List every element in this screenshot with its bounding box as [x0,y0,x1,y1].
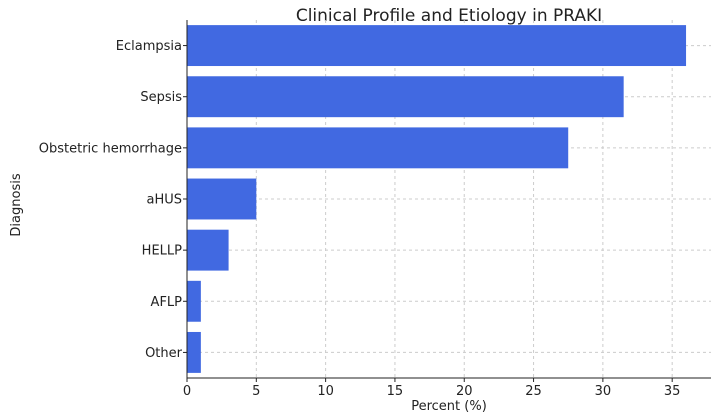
x-tick-label: 10 [317,384,334,399]
y-tick-label: Eclampsia [116,39,182,54]
x-tick-label: 25 [525,384,542,399]
tick-labels: 0 5 10 15 20 25 30 35 Eclampsia Sepsis Obstetric h… [39,39,681,399]
x-tick-label: 15 [387,384,404,399]
y-tick-label: HELLP [142,244,182,259]
x-tick-label: 0 [183,384,191,399]
bar-other [187,331,201,373]
y-tick-label: Sepsis [140,90,182,105]
y-axis-label: Diagnosis [9,173,24,236]
x-axis-label: Percent (%) [411,399,487,414]
bars [187,25,687,373]
bar-obstetric-hemorrhage [187,127,569,169]
bar-ahus [187,178,257,220]
y-tick-label: Obstetric hemorrhage [39,141,182,156]
x-tick-label: 5 [252,384,260,399]
chart-title: Clinical Profile and Etiology in PRAKI [296,6,602,26]
y-tick-label: AFLP [151,295,183,310]
y-tick-label: aHUS [146,193,182,208]
bar-sepsis [187,76,624,118]
bar-eclampsia [187,25,687,67]
y-tick-label: Other [145,346,183,361]
x-tick-label: 35 [664,384,681,399]
bar-aflp [187,280,201,322]
grid-lines [186,20,711,378]
x-tick-label: 20 [456,384,473,399]
bar-hellp [187,229,229,271]
x-tick-label: 30 [595,384,612,399]
